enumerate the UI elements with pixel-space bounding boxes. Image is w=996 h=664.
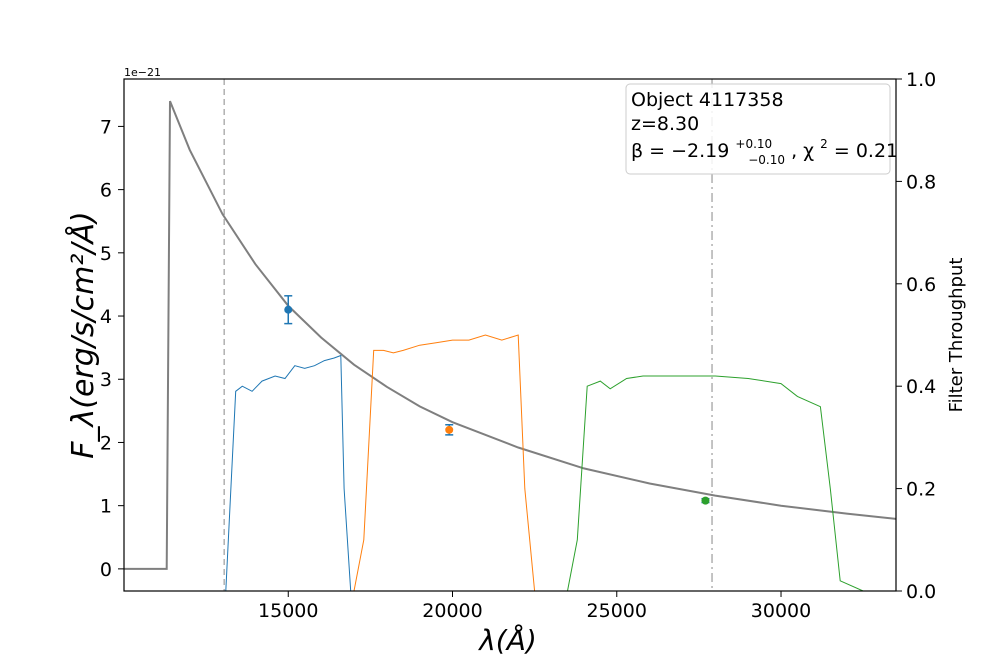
legend-object: Object 4117358 <box>631 89 784 111</box>
y-tick-label: 5 <box>100 243 112 265</box>
y-tick-label: 6 <box>100 180 112 202</box>
photometry-point-1 <box>284 295 293 325</box>
x-tick-label: 25000 <box>587 600 647 622</box>
photometry-point-2 <box>445 424 454 436</box>
filter-curve-3 <box>567 375 864 591</box>
x-tick-label: 20000 <box>422 600 482 622</box>
x-axis: 15000 20000 25000 30000 <box>258 591 811 622</box>
photometry-point-3 <box>701 496 710 505</box>
y-axis-label: F_λ(erg/s/cm²/Å) <box>65 211 101 458</box>
y-axis-right: 0.0 0.2 0.4 0.6 0.8 1.0 <box>896 69 936 603</box>
y-axis-left: 0 1 2 3 4 5 6 7 <box>100 116 124 581</box>
y2-axis-label: Filter Throughput <box>946 258 967 413</box>
y2-tick-label: 1.0 <box>906 69 936 91</box>
filter-curve-2 <box>353 334 536 591</box>
legend-chi-value: = 0.21 <box>834 140 898 162</box>
legend-box: Object 4117358 z=8.30 β = −2.19 +0.10 −0… <box>625 83 898 175</box>
legend-beta-value: β = −2.19 <box>631 140 729 162</box>
data-marker <box>445 425 454 434</box>
y-tick-label: 4 <box>100 306 112 328</box>
legend-chi-label: , χ <box>791 140 814 162</box>
legend-beta-chi: β = −2.19 +0.10 −0.10 , χ 2 = 0.21 <box>631 131 898 169</box>
y2-tick-label: 0.6 <box>906 274 936 296</box>
y2-tick-label: 0.2 <box>906 479 936 501</box>
model-spectrum-line <box>124 100 896 570</box>
x-tick-label: 15000 <box>258 600 318 622</box>
axes-border <box>123 78 897 592</box>
filter-curve-1 <box>225 354 352 591</box>
legend-redshift: z=8.30 <box>631 113 699 135</box>
y-offset-label: 1e−21 <box>124 66 161 79</box>
data-marker <box>284 305 293 314</box>
plot-area <box>124 79 896 591</box>
y2-tick-label: 0.4 <box>906 376 936 398</box>
data-marker <box>701 496 710 505</box>
legend-frame <box>625 83 891 175</box>
legend-beta-err-low: −0.10 <box>748 153 785 167</box>
y-tick-label: 1 <box>100 496 112 518</box>
x-tick-label: 30000 <box>751 600 811 622</box>
y-tick-label: 0 <box>100 559 112 581</box>
axes-frame <box>123 78 897 592</box>
legend-beta-err-up: +0.10 <box>735 137 772 151</box>
x-axis-label: λ(Å) <box>477 623 537 657</box>
legend-chi-sup: 2 <box>820 137 828 151</box>
y2-tick-label: 0.8 <box>906 171 936 193</box>
y-tick-label: 2 <box>100 432 112 454</box>
y-tick-label: 7 <box>100 116 112 138</box>
y-tick-label: 3 <box>100 369 112 391</box>
y2-tick-label: 0.0 <box>906 581 936 603</box>
